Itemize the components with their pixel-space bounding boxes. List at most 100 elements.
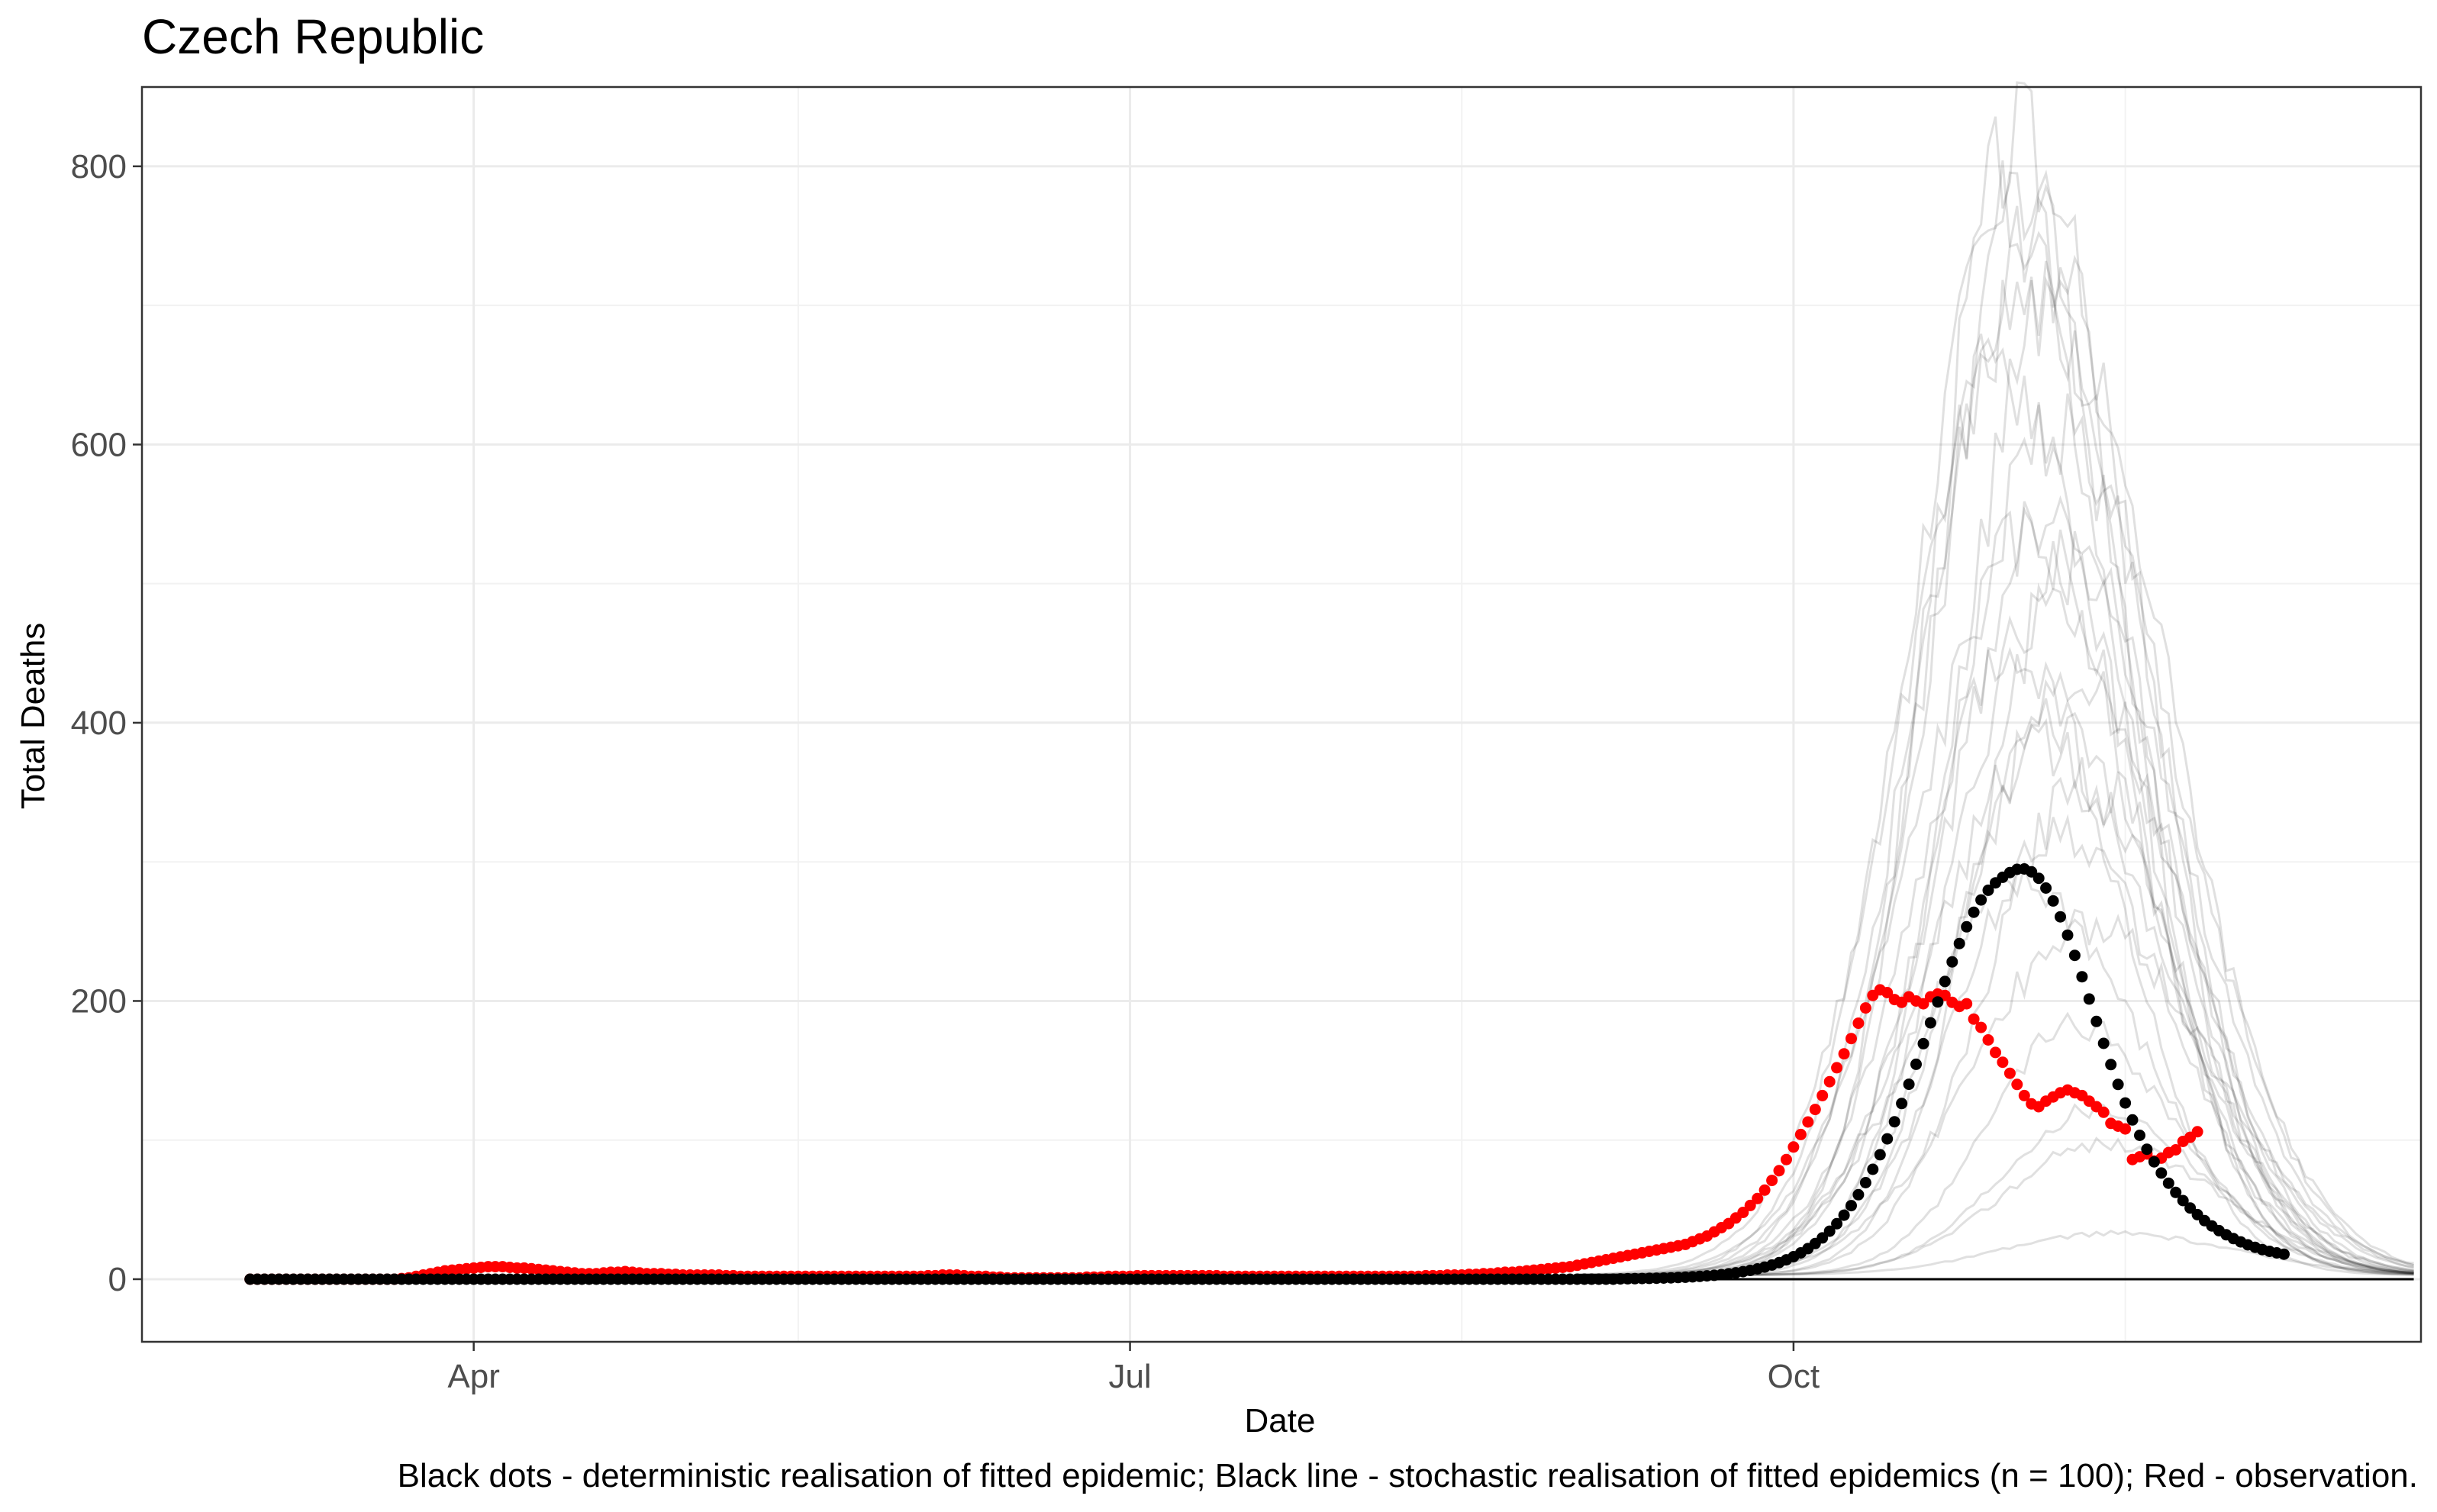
deterministic-point — [1932, 996, 1944, 1008]
deterministic-point — [1831, 1217, 1843, 1230]
stochastic-line — [1577, 776, 2414, 1276]
deterministic-point — [2083, 993, 2095, 1005]
observation-point — [1809, 1104, 1821, 1116]
deterministic-point — [2061, 929, 2074, 941]
observation-point — [1794, 1128, 1807, 1140]
deterministic-point — [1838, 1209, 1850, 1221]
observation-point — [2097, 1106, 2110, 1118]
deterministic-point — [1939, 975, 1951, 988]
deterministic-point — [1852, 1188, 1865, 1201]
deterministic-point — [2170, 1186, 2182, 1198]
deterministic-point — [1946, 956, 1958, 968]
deterministic-point — [2055, 911, 2066, 923]
stochastic-lines — [1577, 81, 2415, 1276]
observation-point — [1917, 998, 1929, 1010]
deterministic-point — [1867, 1163, 1879, 1175]
stochastic-line — [1577, 276, 2414, 1276]
deterministic-point — [1816, 1232, 1829, 1244]
deterministic-point — [1896, 1098, 1908, 1110]
y-axis-title: Total Deaths — [15, 623, 52, 810]
y-tick-label: 800 — [71, 148, 127, 185]
x-tick-label: Apr — [447, 1358, 499, 1395]
stochastic-line — [1577, 582, 2414, 1276]
observation-point — [2018, 1089, 2030, 1101]
observation-point — [2119, 1123, 2132, 1135]
deterministic-point — [1874, 1149, 1886, 1161]
deterministic-point — [1903, 1078, 1915, 1091]
deterministic-point — [1823, 1225, 1836, 1237]
deterministic-point — [1924, 1017, 1936, 1029]
observation-point — [1881, 987, 1894, 998]
deterministic-point — [2155, 1167, 2168, 1179]
deterministic-point — [2177, 1194, 2189, 1207]
x-tick-label: Oct — [1768, 1358, 1820, 1395]
observation-point — [1838, 1048, 1850, 1060]
observation-point — [1758, 1184, 1771, 1196]
deterministic-point — [1968, 906, 1980, 918]
observation-point — [1975, 1021, 1987, 1033]
observation-point — [1982, 1034, 1994, 1046]
observation-point — [1802, 1116, 1814, 1128]
stochastic-line — [1577, 160, 2414, 1276]
x-axis: Apr Jul Oct — [447, 1342, 1820, 1395]
stochastic-line — [1577, 495, 2414, 1276]
deterministic-point — [1961, 920, 1973, 933]
deterministic-point — [1888, 1116, 1900, 1128]
deterministic-point — [2112, 1078, 2124, 1091]
caption: Black dots - deterministic realisation o… — [398, 1457, 2418, 1494]
observation-point — [2170, 1144, 2182, 1156]
deterministic-point — [1917, 1037, 1929, 1049]
deterministic-point — [2278, 1248, 2290, 1260]
x-tick-label: Jul — [1108, 1358, 1151, 1395]
chart-title: Czech Republic — [142, 9, 484, 64]
observation-point — [2003, 1067, 2016, 1079]
panel-border — [140, 85, 2422, 1343]
observation-point — [1823, 1075, 1836, 1088]
observation-point — [1773, 1165, 1785, 1177]
deterministic-point — [2090, 1015, 2103, 1027]
deterministic-point — [1982, 884, 1994, 896]
stochastic-line — [1577, 195, 2415, 1276]
stochastic-line — [1577, 698, 2414, 1276]
deterministic-point — [2119, 1097, 2132, 1109]
deterministic-point — [2184, 1202, 2197, 1214]
deterministic-point — [1881, 1133, 1894, 1145]
deterministic-point — [1845, 1200, 1857, 1212]
deterministic-point — [2134, 1130, 2145, 1141]
observation-point — [1997, 1056, 2009, 1069]
observation-point — [2011, 1078, 2023, 1091]
y-axis: 0 200 400 600 800 — [71, 148, 142, 1298]
deterministic-point — [1975, 894, 1987, 906]
observation-point — [1766, 1175, 1778, 1187]
y-tick-label: 400 — [71, 704, 127, 742]
y-tick-label: 200 — [71, 982, 127, 1020]
deterministic-points — [244, 863, 2290, 1285]
deterministic-point — [2040, 882, 2052, 894]
observation-point — [1816, 1089, 1829, 1101]
deterministic-point — [2148, 1156, 2160, 1168]
deterministic-point — [2097, 1037, 2110, 1049]
x-axis-title: Date — [1245, 1402, 1316, 1439]
deterministic-point — [2068, 949, 2081, 962]
observation-point — [2191, 1126, 2203, 1138]
observation-point — [1859, 1002, 1871, 1014]
observation-point — [1787, 1141, 1800, 1153]
y-tick-label: 0 — [108, 1261, 127, 1298]
observation-point — [1831, 1062, 1843, 1074]
observation-point — [1845, 1033, 1857, 1045]
deterministic-point — [2076, 971, 2088, 983]
deterministic-point — [1953, 937, 1965, 949]
observation-point — [1781, 1153, 1792, 1165]
stochastic-line — [1577, 337, 2414, 1276]
grid — [142, 87, 2421, 1342]
observation-point — [1961, 998, 1973, 1010]
deterministic-point — [2141, 1143, 2153, 1156]
stochastic-line — [1577, 501, 2414, 1276]
deterministic-point — [2105, 1059, 2117, 1071]
observation-point — [1737, 1207, 1749, 1218]
observation-point — [1744, 1199, 1756, 1211]
deterministic-point — [1859, 1177, 1871, 1188]
observation-point — [1968, 1013, 1980, 1025]
observation-point — [1752, 1192, 1764, 1204]
